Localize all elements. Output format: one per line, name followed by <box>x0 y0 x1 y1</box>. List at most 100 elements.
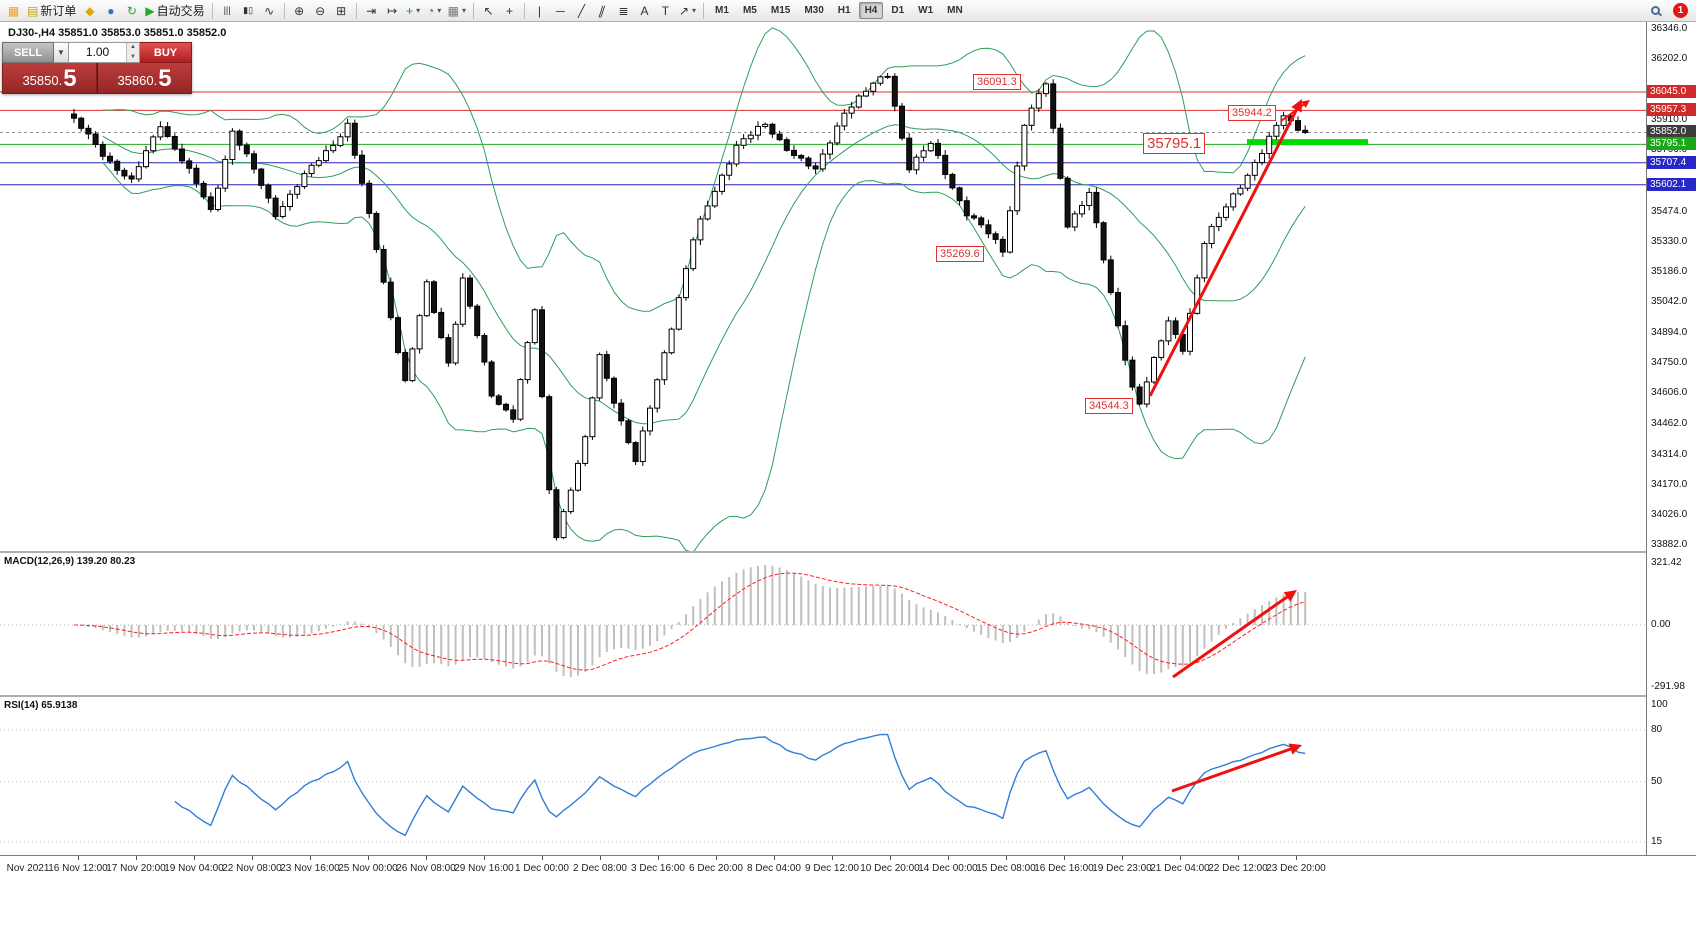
periods-button[interactable]: ◔ ▾ <box>425 1 444 20</box>
time-tick <box>426 856 427 860</box>
candle-body <box>402 351 409 382</box>
time-tick <box>832 856 833 860</box>
candle-body <box>164 126 171 138</box>
candle-body <box>711 190 718 207</box>
trend-arrow-small[interactable] <box>1280 101 1307 122</box>
trend-arrow-macd-head <box>1283 590 1297 602</box>
pane-divider[interactable] <box>0 551 1696 553</box>
candle-body <box>423 281 430 317</box>
notification-badge[interactable]: 1 <box>1673 3 1688 18</box>
cursor-button[interactable]: ↖ <box>479 1 498 20</box>
price-annotation[interactable]: 35795.1 <box>1143 133 1206 155</box>
price-axis[interactable]: 36346.036202.035910.035766.035474.035330… <box>1646 22 1696 855</box>
horizontal-line-button[interactable]: ─ <box>551 1 570 20</box>
candle-body <box>243 144 250 155</box>
candle-body <box>315 160 322 166</box>
channel-button[interactable]: ∥ <box>593 1 612 20</box>
buy-button[interactable]: BUY <box>140 42 192 63</box>
candle-body <box>114 160 121 171</box>
toolbar-main-group: ▦ ▤ 新订单 ◆ ● ↻ ▶ 自动交易 ||| ▮▯ ∿ ⊕ ⊖ ⊞ ⇥ ↦ + ▾ ◔ ▾ ▦ ▾ ↖ + | ─ ╱ ∥ ≣ A T ↗… <box>3 1 708 20</box>
templates-button[interactable]: ▦ ▾ <box>446 1 468 20</box>
candle-body <box>963 200 970 217</box>
time-tick <box>1238 856 1239 860</box>
price-annotation[interactable]: 36091.3 <box>973 74 1021 91</box>
volume-up-button[interactable]: ▲ <box>127 43 139 53</box>
timeframe-d1-button[interactable]: D1 <box>891 5 905 16</box>
buy-price[interactable]: 35860. 5 <box>97 63 192 94</box>
candle-body <box>71 113 77 119</box>
candle-body <box>78 117 85 129</box>
macd-pane[interactable]: MACD(12,26,9) 139.20 80.23 <box>0 553 1646 695</box>
autotrading-button[interactable]: ▶ 自动交易 <box>143 1 206 20</box>
timeframe-m5-button[interactable]: M5 <box>742 5 757 16</box>
toolbar-separator <box>283 2 285 19</box>
candlestick-chart-button[interactable]: ▮▯ <box>239 1 258 20</box>
time-tick <box>774 856 775 860</box>
time-tick <box>252 856 253 860</box>
timeframe-m30-button[interactable]: M30 <box>804 5 824 16</box>
new-order-button-label: 新订单 <box>40 4 77 18</box>
price-annotation[interactable]: 34544.3 <box>1085 398 1133 415</box>
order-type-dropdown[interactable]: ▼ <box>54 42 69 63</box>
trend-arrow-main[interactable] <box>1148 104 1301 397</box>
timeframe-m15-button[interactable]: M15 <box>770 5 791 16</box>
timeframe-m1-button[interactable]: M1 <box>715 5 729 16</box>
candle-body <box>1129 359 1136 388</box>
tile-windows-button[interactable]: ⊞ <box>332 1 351 20</box>
rsi-label: RSI(14) 65.9138 <box>4 700 78 711</box>
autotrading-button-label: 自动交易 <box>156 4 205 18</box>
chart-shift-button[interactable]: ↦ <box>383 1 402 20</box>
time-label: 23 Nov 16:00 <box>280 863 340 874</box>
trendline-button[interactable]: ╱ <box>572 1 591 20</box>
candle-body <box>517 379 524 420</box>
volume-input[interactable]: 1.00 ▲ ▼ <box>69 42 140 63</box>
indicators-button[interactable]: + ▾ <box>404 1 423 20</box>
candle-body <box>510 409 517 420</box>
text-button[interactable]: A <box>635 1 654 20</box>
rsi-pane[interactable]: RSI(14) 65.9138 <box>0 697 1646 855</box>
candle-body <box>654 379 661 409</box>
pane-divider[interactable] <box>0 695 1696 697</box>
timeframe-mn-button[interactable]: MN <box>947 5 963 16</box>
volume-down-button[interactable]: ▼ <box>127 52 139 62</box>
price-chart-pane[interactable]: DJ30-,H4 35851.0 35853.0 35851.0 35852.0… <box>0 22 1646 551</box>
chart-shift-icon: ↦ <box>387 3 398 18</box>
new-order-button[interactable]: ▤ 新订单 <box>25 1 78 20</box>
candle-body <box>1201 243 1208 279</box>
candle-body <box>632 442 639 463</box>
candle-body <box>575 462 581 491</box>
candle-body <box>726 163 733 176</box>
fibonacci-button[interactable]: ≣ <box>614 1 633 20</box>
timeframe-h4-button[interactable]: H4 <box>858 2 884 19</box>
price-annotation[interactable]: 35269.6 <box>936 246 984 263</box>
zoom-out-button[interactable]: ⊖ <box>311 1 330 20</box>
line-chart-button[interactable]: ∿ <box>260 1 279 20</box>
price-annotation[interactable]: 35944.2 <box>1228 105 1276 122</box>
sell-button[interactable]: SELL <box>2 42 54 63</box>
candle-body <box>1093 191 1100 224</box>
bar-chart-button[interactable]: ||| <box>218 1 237 20</box>
time-axis[interactable]: Nov 2021 16 Nov 12:00 17 Nov 20:00 19 Nov 0… <box>0 855 1696 877</box>
refresh-button[interactable]: ↻ <box>122 1 141 20</box>
trend-arrow-rsi[interactable] <box>1171 745 1297 793</box>
candle-body <box>553 489 560 539</box>
profile-button[interactable]: ● <box>101 1 120 20</box>
shapes-button[interactable]: ↗ ▾ <box>677 1 698 20</box>
trend-arrow-macd[interactable] <box>1172 592 1293 679</box>
vertical-line-button[interactable]: | <box>530 1 549 20</box>
time-label: 21 Dec 04:00 <box>1150 863 1210 874</box>
crosshair-button[interactable]: + <box>500 1 519 20</box>
bollinger-middle-band <box>102 124 1306 425</box>
auto-scroll-button[interactable]: ⇥ <box>362 1 381 20</box>
sell-price[interactable]: 35850. 5 <box>2 63 97 94</box>
market-watch-button[interactable]: ◆ <box>80 1 99 20</box>
time-label: 16 Nov 12:00 <box>48 863 108 874</box>
time-tick <box>368 856 369 860</box>
candle-body <box>1215 216 1222 228</box>
label-button[interactable]: T <box>656 1 675 20</box>
search-button[interactable] <box>1646 1 1665 20</box>
time-tick <box>1006 856 1007 860</box>
timeframe-h1-button[interactable]: H1 <box>837 5 851 16</box>
zoom-in-button[interactable]: ⊕ <box>290 1 309 20</box>
timeframe-w1-button[interactable]: W1 <box>918 5 934 16</box>
